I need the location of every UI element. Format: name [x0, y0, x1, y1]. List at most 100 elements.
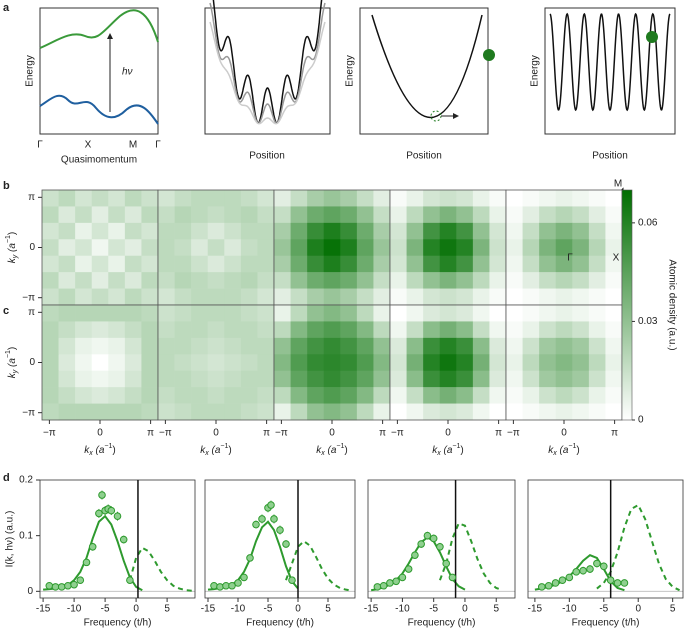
data-point: [558, 576, 567, 584]
heatmap-cell: [356, 321, 374, 339]
heatmap-cell: [108, 222, 126, 240]
axis-label: kx (a−1): [548, 443, 580, 457]
heatmap-cell: [58, 354, 76, 372]
x-tick-label: -5: [101, 604, 110, 615]
heatmap-cell: [456, 305, 474, 322]
heatmap-cell: [539, 305, 557, 322]
x-tick-label: π: [495, 428, 502, 439]
heatmap-cell: [207, 387, 225, 404]
panel-label: d: [3, 472, 10, 484]
heatmap-cell: [373, 354, 391, 372]
heatmap-cell: [472, 387, 490, 404]
data-point: [82, 558, 91, 567]
heatmap-cell: [489, 387, 507, 404]
x-tick-label: -5: [599, 604, 608, 615]
heatmap-cell: [108, 206, 126, 224]
heatmap-cell: [141, 190, 159, 207]
heatmap-cell: [539, 222, 557, 240]
data-point: [95, 509, 103, 518]
x-tick-label: 0: [445, 428, 451, 439]
label-part: (a: [325, 445, 337, 456]
heatmap-cell: [274, 305, 291, 322]
x-tick-label: 0: [561, 428, 567, 439]
data-point: [423, 531, 432, 540]
heatmap-cell: [207, 222, 225, 240]
heatmap-cell: [174, 403, 192, 421]
annotation: hν: [122, 67, 133, 78]
heatmap-cell: [191, 403, 209, 421]
data-point: [411, 551, 419, 559]
heatmap-cell: [224, 305, 242, 322]
heatmap-cell: [158, 222, 175, 240]
heatmap-cell: [489, 337, 507, 355]
heatmap-cell: [572, 190, 590, 207]
axis-label: Energy: [345, 55, 356, 87]
heatmap-cell: [224, 222, 242, 240]
x-tick-label: 0: [329, 428, 335, 439]
data-point: [270, 515, 278, 523]
heatmap-cell: [224, 239, 242, 257]
heatmap-cell: [323, 272, 341, 289]
x-tick-label: π: [379, 428, 386, 439]
label-part: ): [112, 445, 115, 456]
heatmap-cell: [423, 321, 441, 339]
y-tick-label: π: [28, 307, 35, 318]
x-tick-label: -10: [395, 604, 410, 615]
heatmap-cell: [605, 272, 623, 289]
heatmap-cell: [58, 387, 76, 404]
heatmap-cell: [207, 239, 225, 257]
bz-label: M: [614, 179, 622, 190]
heatmap-cell: [588, 222, 606, 240]
heatmap-cell: [91, 337, 109, 355]
heatmap-cell: [572, 239, 590, 257]
heatmap-cell: [240, 239, 258, 257]
heatmap-cell: [340, 305, 358, 322]
heatmap-cell: [91, 190, 109, 207]
data-point: [64, 581, 72, 590]
heatmap-cell: [290, 354, 308, 372]
heatmap-cell: [108, 337, 126, 355]
heatmap-cell: [572, 321, 590, 339]
heatmap-cell: [506, 239, 523, 257]
heatmap-cell: [390, 403, 407, 421]
heatmap-cell: [423, 354, 441, 372]
x-tick-label: 0: [213, 428, 219, 439]
heatmap-cell: [240, 387, 258, 404]
heatmap-cell: [91, 288, 109, 306]
heatmap-cell: [257, 206, 275, 224]
heatmap-cell: [390, 255, 407, 273]
heatmap-cell: [539, 239, 557, 257]
y-tick-label: −π: [22, 292, 35, 303]
label-part: x: [320, 450, 325, 457]
y-tick-label: π: [28, 192, 35, 203]
heatmap-cell: [108, 305, 126, 322]
heatmap-cell: [323, 321, 341, 339]
heatmap-cell: [555, 206, 573, 224]
data-point: [579, 566, 587, 575]
heatmap-cell: [406, 354, 424, 372]
heatmap-cell: [373, 222, 391, 240]
heatmap-cell: [307, 239, 325, 257]
prediction-line: [438, 522, 503, 592]
heatmap-cell: [207, 354, 225, 372]
label-part: ): [7, 232, 18, 235]
heatmap-cell: [274, 272, 291, 289]
heatmap-cell: [390, 337, 407, 355]
heatmap-cell: [141, 272, 159, 289]
heatmap-cell: [472, 222, 490, 240]
heatmap-cell: [124, 272, 142, 289]
heatmap-cell: [290, 190, 308, 207]
heatmap-cell: [522, 403, 540, 421]
data-point: [429, 534, 438, 543]
x-axis-label: Frequency (t/h): [572, 618, 640, 629]
data-point: [436, 542, 444, 551]
heatmap-cell: [42, 370, 59, 388]
heatmap-cell: [108, 387, 126, 404]
heatmap-cell: [174, 337, 192, 355]
x-tick-label: -15: [364, 604, 379, 615]
heatmap-cell: [257, 321, 275, 339]
panel-label: a: [3, 2, 10, 14]
heatmap-cell: [158, 206, 175, 224]
heatmap-cell: [75, 272, 93, 289]
heatmap-cell: [373, 370, 391, 388]
